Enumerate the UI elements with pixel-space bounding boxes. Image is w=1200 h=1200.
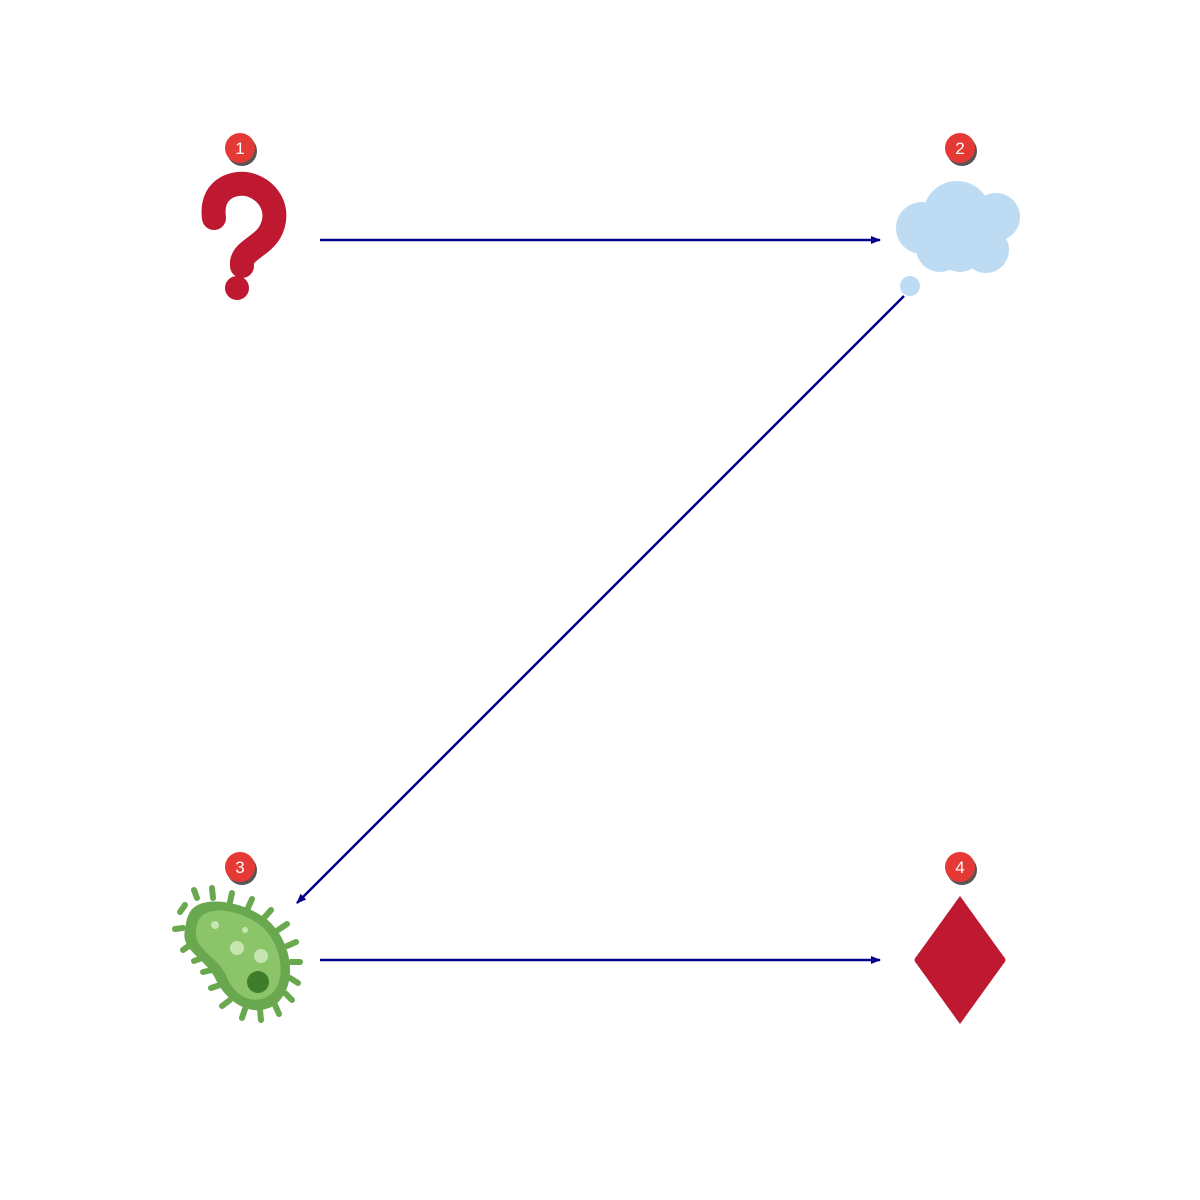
question-mark-icon (201, 171, 287, 300)
thought-cloud-icon (896, 181, 1020, 296)
edges (296, 236, 905, 964)
edge-2-to-3 (296, 295, 905, 904)
badge-3: 3 (225, 852, 257, 885)
node-4: 4 (914, 852, 1006, 1024)
badge-2: 2 (945, 133, 977, 166)
diamond-suit-icon (914, 896, 1006, 1024)
node-3: 3 (172, 852, 303, 1023)
microbe-icon (172, 885, 303, 1023)
node-2: 2 (896, 133, 1020, 296)
badge-4: 4 (945, 852, 977, 885)
badge-1: 1 (225, 133, 257, 166)
svg-text:3: 3 (235, 858, 244, 877)
node-1: 1 (201, 133, 287, 300)
svg-text:2: 2 (955, 139, 964, 158)
svg-text:1: 1 (235, 139, 244, 158)
svg-text:4: 4 (955, 858, 964, 877)
